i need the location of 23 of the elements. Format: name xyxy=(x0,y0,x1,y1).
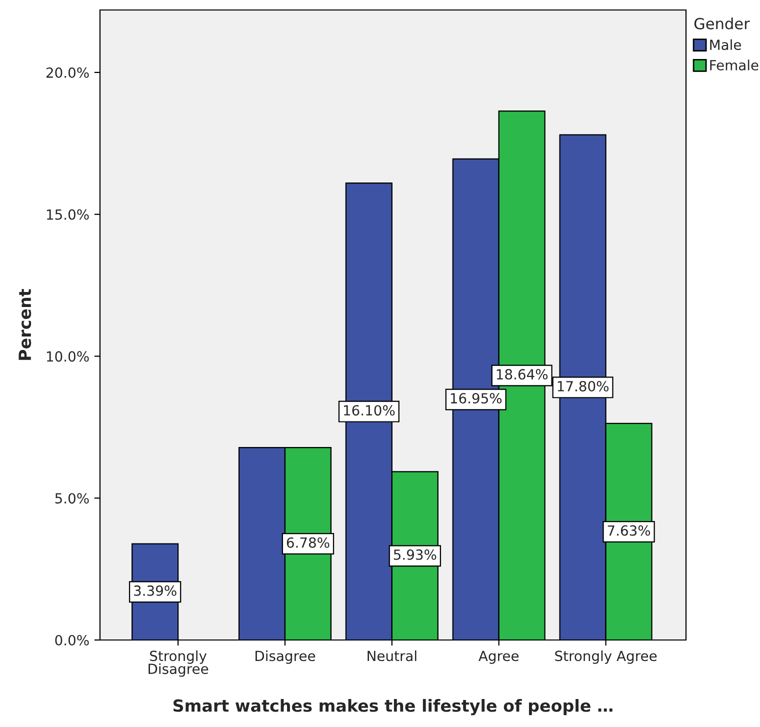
y-axis-title: Percent xyxy=(18,289,32,360)
x-tick-label: Neutral xyxy=(368,650,416,662)
x-tick-label: Agree xyxy=(478,650,519,664)
data-label: 16.10% xyxy=(344,405,395,416)
y-tick-label: 0.0% xyxy=(55,634,89,646)
data-label: 18.64% xyxy=(496,369,548,380)
y-tick-label: 15.0% xyxy=(46,209,89,220)
x-tick-label: Disagree xyxy=(256,650,316,664)
y-tick-label: 5.0% xyxy=(55,493,89,504)
y-tick-label: 10.0% xyxy=(46,351,89,362)
legend-label: Female xyxy=(710,60,758,70)
x-axis-title: Smart watches makes the lifestyle of people … xyxy=(174,698,612,716)
x-tick-label: Strongly Agree xyxy=(555,650,657,664)
x-tick-label: Strongly Disagree xyxy=(148,650,208,677)
legend-label: Male xyxy=(710,39,741,50)
data-label: 3.39% xyxy=(134,585,176,596)
legend-title: Gender xyxy=(694,18,750,30)
y-tick-label: 20.0% xyxy=(46,67,89,78)
data-label: 7.63% xyxy=(608,525,650,536)
data-label: 17.80% xyxy=(558,380,609,392)
data-label: 16.95% xyxy=(450,393,502,404)
data-label: 5.93% xyxy=(394,549,436,560)
data-label: 6.78% xyxy=(286,537,330,548)
